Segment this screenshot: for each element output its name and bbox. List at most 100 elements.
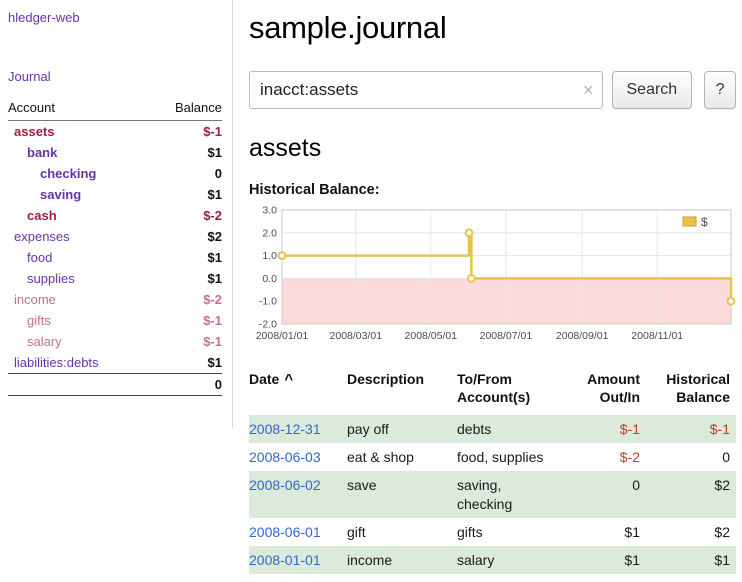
table-row: 2008-12-31 pay off debts $-1 $-1 <box>249 414 736 444</box>
account-link[interactable]: assets <box>14 124 55 139</box>
date-link[interactable]: 2008-01-01 <box>249 551 321 568</box>
data-point-marker <box>277 251 287 260</box>
y-tick-label: 1.0 <box>262 250 277 262</box>
y-tick-label: -2.0 <box>259 319 277 331</box>
account-link[interactable]: supplies <box>27 271 75 286</box>
account-row: bank $1 <box>8 142 222 163</box>
brand-link[interactable]: hledger-web <box>8 10 80 25</box>
search-row: × Search ? <box>249 71 736 109</box>
account-row: salary $-1 <box>8 331 222 352</box>
clear-search-icon[interactable]: × <box>582 80 594 100</box>
table-row: 2008-01-01 income salary $1 $1 <box>249 545 736 575</box>
description-cell: pay off <box>347 420 389 437</box>
legend-label: $ <box>701 215 708 229</box>
description-cell: save <box>347 477 377 494</box>
chart-title: Historical Balance: <box>249 182 380 198</box>
search-button[interactable]: Search <box>611 71 693 109</box>
accounts-column-account: Account <box>8 98 149 121</box>
account-row: gifts $-1 <box>8 310 222 331</box>
account-row: food $1 <box>8 247 222 268</box>
account-row: income $-2 <box>8 289 222 310</box>
register-header-row: Date ^ Description To/From Account(s) Amount… <box>249 370 736 415</box>
account-balance: $1 <box>207 250 222 265</box>
y-tick-label: 0.0 <box>262 273 277 285</box>
x-tick-label: 2008/07/01 <box>480 330 533 342</box>
account-link[interactable]: gifts <box>27 313 51 328</box>
search-input[interactable] <box>249 71 603 109</box>
account-link[interactable]: salary <box>27 334 62 349</box>
data-point-marker <box>726 296 736 306</box>
accounts-cell: gifts <box>457 523 483 540</box>
account-row: supplies $1 <box>8 268 222 289</box>
date-link[interactable]: 2008-06-02 <box>249 477 321 494</box>
account-balance: $-1 <box>203 334 222 349</box>
table-row: 2008-06-03 eat & shop food, supplies $-2 0 <box>249 443 736 471</box>
column-header-description: Description <box>347 371 425 387</box>
account-balance: $-1 <box>203 124 222 139</box>
balance-cell: $-1 <box>709 420 730 437</box>
description-cell: eat & shop <box>347 449 414 466</box>
account-link[interactable]: food <box>27 250 53 265</box>
account-balance: $1 <box>207 187 222 202</box>
data-point-marker <box>467 274 476 283</box>
x-tick-label: 2008/09/01 <box>556 330 609 342</box>
y-tick-label: -1.0 <box>259 296 277 308</box>
account-link[interactable]: liabilities:debts <box>14 355 99 370</box>
accounts-cell: food, supplies <box>457 449 544 466</box>
account-link[interactable]: cash <box>27 208 57 223</box>
account-link[interactable]: income <box>14 292 56 307</box>
register-table: Date ^ Description To/From Account(s) Amount… <box>249 370 736 575</box>
account-balance: $1 <box>207 145 222 160</box>
accounts-column-balance: Balance <box>148 98 222 121</box>
account-row: cash $-2 <box>8 205 222 226</box>
account-balance: $1 <box>207 271 222 286</box>
balance-cell: 0 <box>722 449 730 466</box>
account-balance: $-1 <box>203 313 222 328</box>
amount-cell: $-1 <box>619 420 640 437</box>
historical-balance-chart: 3.0 2.0 1.0 0.0 -1.0 -2.0 2008/01/01 2008/03/01… <box>249 202 736 357</box>
column-header-amount: Amount Out/In <box>587 371 640 406</box>
amount-cell: $-2 <box>619 449 640 466</box>
sidebar: hledger-web Journal Account Balance asse… <box>0 0 233 428</box>
column-header-to-from: To/From Account(s) <box>457 371 531 406</box>
account-balance: $2 <box>207 229 222 244</box>
account-row: expenses $2 <box>8 226 222 247</box>
legend-swatch <box>682 216 697 227</box>
account-balance: 0 <box>214 166 222 181</box>
balance-cell: $2 <box>714 477 730 494</box>
date-link[interactable]: 2008-06-03 <box>249 449 321 466</box>
date-link[interactable]: 2008-06-01 <box>249 523 321 540</box>
sidebar-item-journal[interactable]: Journal <box>8 69 51 84</box>
accounts-header-row: Account Balance <box>8 98 222 121</box>
account-row: checking 0 <box>8 163 222 184</box>
account-row: assets $-1 <box>8 121 222 143</box>
plot-border <box>281 209 732 325</box>
x-tick-label: 2008/11/01 <box>631 330 683 342</box>
column-header-historical: Historical Balance <box>666 371 730 406</box>
data-point-marker <box>464 228 474 238</box>
x-tick-label: 2008/01/01 <box>256 330 309 342</box>
chart-legend: $ <box>677 213 727 232</box>
account-link[interactable]: bank <box>27 145 58 160</box>
column-header-date[interactable]: Date ^ <box>249 371 294 388</box>
y-tick-label: 3.0 <box>262 205 277 217</box>
y-tick-label: 2.0 <box>262 227 277 239</box>
accounts-total-balance: 0 <box>148 373 222 396</box>
date-link[interactable]: 2008-12-31 <box>249 420 321 437</box>
account-link[interactable]: expenses <box>14 229 70 244</box>
help-button[interactable]: ? <box>704 71 736 109</box>
main-content: sample.journal × Search ? assets Histori… <box>249 0 742 575</box>
search-box: × <box>249 71 603 109</box>
account-balance: $-2 <box>203 208 222 223</box>
account-balance: $1 <box>207 355 222 370</box>
accounts-table: Account Balance assets $-1 bank $1 checking 0… <box>8 98 222 396</box>
account-link[interactable]: saving <box>40 187 82 202</box>
balance-cell: $1 <box>714 551 730 568</box>
amount-cell: 0 <box>632 477 640 494</box>
account-link[interactable]: checking <box>40 166 97 181</box>
description-cell: gift <box>347 523 366 540</box>
account-balance: $-2 <box>203 292 222 307</box>
page-title: sample.journal <box>249 10 447 45</box>
x-tick-label: 2008/05/01 <box>405 330 458 342</box>
